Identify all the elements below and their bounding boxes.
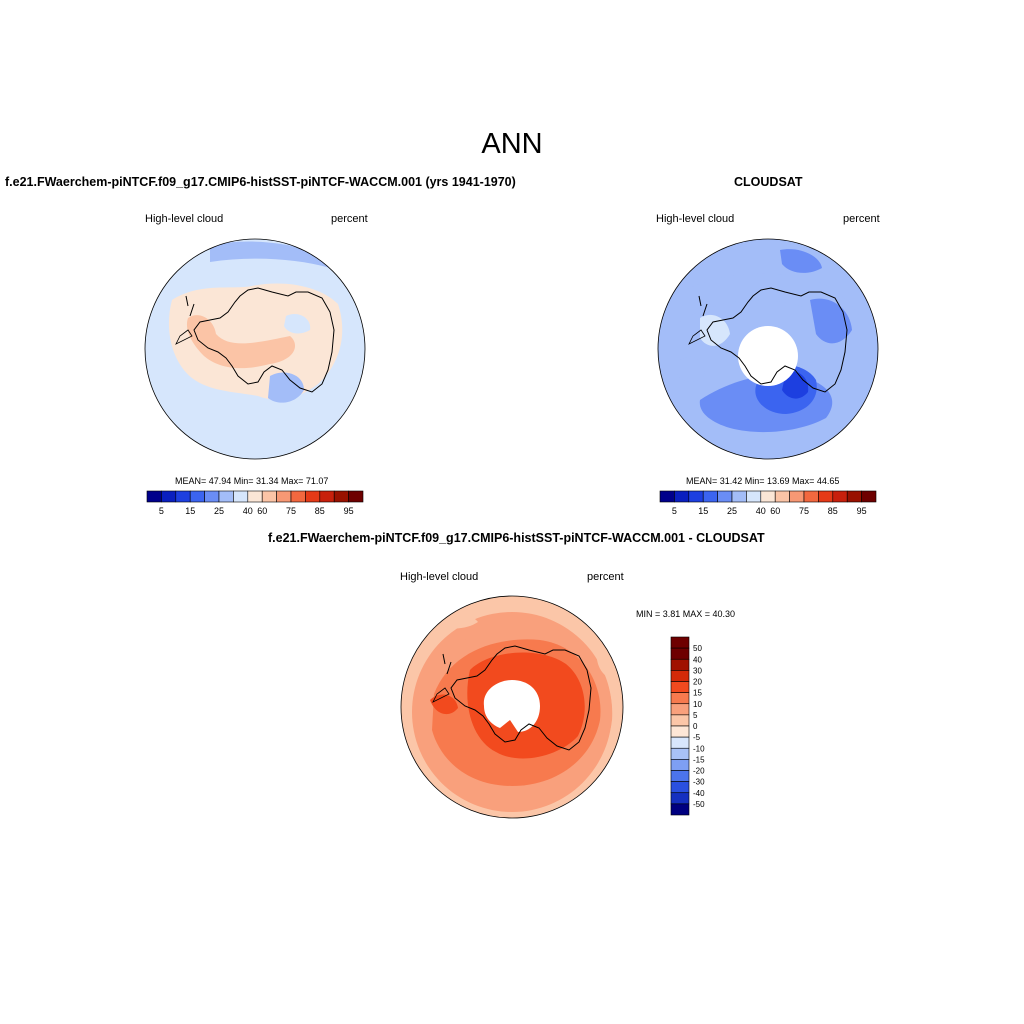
panel3-colorbar-tick-label: -20 <box>693 767 705 776</box>
panel3-colorbar-tick-label: 5 <box>693 711 698 720</box>
panel3-colorbar-tick-label: -10 <box>693 744 705 753</box>
panel3-colorbar-tick-label: -30 <box>693 778 705 787</box>
panel3-colorbar-tick-label: 15 <box>693 689 702 698</box>
panel3-colorbar-cell <box>670 681 690 693</box>
panel1-colorbar-cell <box>348 490 364 503</box>
panel3-colorbar-tick-label: 20 <box>693 678 702 687</box>
panel1-colorbar-tick-label: 95 <box>344 506 354 516</box>
panel1-colorbar-tick-label: 85 <box>315 506 325 516</box>
panel3-colorbar-tick-label: -15 <box>693 755 705 764</box>
panel2-colorbar-cell <box>702 490 718 503</box>
panel3-colorbar-cell <box>670 636 690 649</box>
panel1-colorbar-cell <box>290 490 306 503</box>
panel2-colorbar-cell <box>731 490 747 503</box>
panel1-colorbar-cell <box>305 490 321 503</box>
panel3-title: f.e21.FWaerchem-piNTCF.f09_g17.CMIP6-his… <box>268 531 765 545</box>
panel1-variable-label: High-level cloud <box>145 213 224 225</box>
panel1-colorbar-cell <box>175 490 191 503</box>
panel3-colorbar-tick-label: 0 <box>693 722 698 731</box>
panel2-colorbar-cell <box>774 490 790 503</box>
panel2-colorbar-tick-label: 25 <box>727 506 737 516</box>
panel3-colorbar-tick-label: 30 <box>693 666 702 675</box>
panel2-colorbar-tick-label: 60 <box>770 506 780 516</box>
panel2-colorbar-cell <box>789 490 805 503</box>
panel2-colorbar-tick-label: 5 <box>672 506 677 516</box>
panel1-stats: MEAN= 47.94 Min= 31.34 Max= 71.07 <box>175 476 329 486</box>
panel3-colorbar-cell <box>670 781 690 794</box>
panel2-title: CLOUDSAT <box>734 175 803 189</box>
panel1-map <box>144 238 366 460</box>
panel2-colorbar-cell <box>760 490 776 503</box>
panel3-colorbar-cell <box>670 770 690 782</box>
panel2-colorbar-tick-label: 75 <box>799 506 809 516</box>
panel1-colorbar-tick-label: 60 <box>257 506 267 516</box>
panel1-colorbar-cell <box>261 490 277 503</box>
panel2-colorbar-cell <box>846 490 862 503</box>
panel2-units-label: percent <box>843 213 880 225</box>
panel1-colorbar-cell <box>233 490 249 503</box>
panel1-colorbar-cell <box>189 490 205 503</box>
panel1-colorbar-tick-label: 25 <box>214 506 224 516</box>
panel2-colorbar-cell <box>717 490 733 503</box>
panel2-colorbar-cell <box>688 490 704 503</box>
panel1-colorbar-cell <box>276 490 292 503</box>
panel3-colorbar-tick-label: 10 <box>693 700 702 709</box>
panel1-colorbar-cell <box>333 490 349 503</box>
panel2-colorbar-cell <box>803 490 819 503</box>
panel3-colorbar-cell <box>670 703 690 716</box>
panel2-colorbar-cell <box>861 490 877 503</box>
panel1-colorbar-cell <box>218 490 234 503</box>
panel3-colorbar-cell <box>670 647 690 660</box>
panel2-stats: MEAN= 31.42 Min= 13.69 Max= 44.65 <box>686 476 840 486</box>
panel2-colorbar-tick-label: 15 <box>698 506 708 516</box>
panel1-colorbar-tick-label: 40 <box>243 506 253 516</box>
panel1-colorbar-cell <box>247 490 263 503</box>
panel3-colorbar-tick-label: -5 <box>693 733 701 742</box>
panel3-variable-label: High-level cloud <box>400 571 479 583</box>
panel1-colorbar: 5 15 25 40 60 75 85 95 <box>146 490 364 516</box>
panel1-title: f.e21.FWaerchem-piNTCF.f09_g17.CMIP6-his… <box>5 175 516 189</box>
panel1-colorbar-cell <box>146 490 162 503</box>
panel3-colorbar-tick-label: -40 <box>693 789 705 798</box>
panel3-colorbar-cell <box>670 692 690 705</box>
figure-title: ANN <box>481 128 543 160</box>
panel1-colorbar-cell <box>319 490 335 503</box>
panel2-colorbar-cell <box>818 490 834 503</box>
panel2-colorbar-cell <box>832 490 848 503</box>
panel3-colorbar-tick-label: 50 <box>693 644 702 653</box>
panel1-colorbar-tick-label: 75 <box>286 506 296 516</box>
panel2-colorbar-tick-label: 40 <box>756 506 766 516</box>
panel1-colorbar-tick-label: 15 <box>185 506 195 516</box>
panel3-colorbar-cell <box>670 725 690 738</box>
panel2-colorbar-cell <box>746 490 762 503</box>
panel3-colorbar-cell <box>670 803 690 816</box>
panel2-variable-label: High-level cloud <box>656 213 735 225</box>
panel3-colorbar-cell <box>670 747 690 760</box>
panel2-colorbar-tick-label: 95 <box>857 506 867 516</box>
panel2-colorbar-cell <box>674 490 690 503</box>
panel1-units-label: percent <box>331 213 368 225</box>
panel3-map <box>400 595 624 819</box>
panel3-colorbar-cell <box>670 658 690 671</box>
panel2-colorbar: 5 15 25 40 60 75 85 95 <box>659 490 877 516</box>
panel3-units-label: percent <box>587 571 624 583</box>
panel3-colorbar-cell <box>670 736 690 749</box>
panel3-colorbar-cell <box>670 714 690 727</box>
panel2-colorbar-cell <box>659 490 675 503</box>
panel3-colorbar-cell <box>670 670 690 682</box>
panel1-colorbar-tick-label: 5 <box>159 506 164 516</box>
panel3-colorbar-cell <box>670 792 690 805</box>
panel2-colorbar-tick-label: 85 <box>828 506 838 516</box>
panel2-map <box>657 238 879 460</box>
panel3-colorbar-cell <box>670 759 690 771</box>
panel3-stats: MIN = 3.81 MAX = 40.30 <box>636 609 736 619</box>
panel1-colorbar-cell <box>161 490 177 503</box>
panel3-colorbar-tick-label: 40 <box>693 655 702 664</box>
panel3-colorbar-tick-label: -50 <box>693 800 705 809</box>
panel1-colorbar-cell <box>204 490 220 503</box>
